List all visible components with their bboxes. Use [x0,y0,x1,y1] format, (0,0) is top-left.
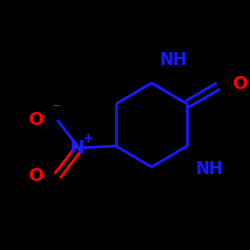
Text: O: O [232,75,248,93]
Text: O: O [28,167,44,185]
Text: NH: NH [195,160,223,178]
Text: O: O [28,111,44,129]
Text: ⁻: ⁻ [52,101,59,115]
Text: NH: NH [160,51,187,69]
Text: N: N [70,139,84,157]
Text: +: + [82,132,93,145]
